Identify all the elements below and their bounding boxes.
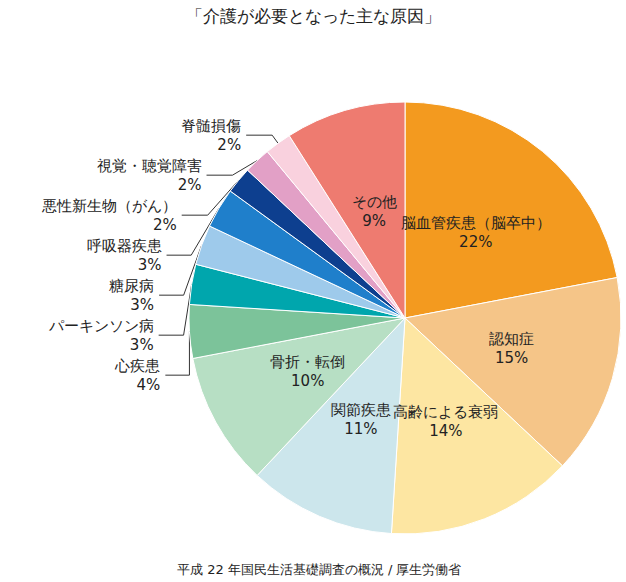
svg-text:3%: 3%	[130, 296, 154, 314]
svg-text:3%: 3%	[138, 256, 162, 274]
svg-text:高齢による衰弱: 高齢による衰弱	[393, 403, 498, 421]
svg-text:平成 22 年国民生活基礎調査の概況 / 厚生労働省: 平成 22 年国民生活基礎調査の概況 / 厚生労働省	[177, 562, 461, 577]
svg-text:10%: 10%	[291, 372, 324, 390]
svg-text:脳血管疾患（脳卒中）: 脳血管疾患（脳卒中）	[401, 214, 551, 232]
svg-text:「介護が必要となった主な原因」: 「介護が必要となった主な原因」	[186, 6, 441, 26]
svg-text:パーキンソン病: パーキンソン病	[48, 317, 154, 335]
svg-text:2%: 2%	[217, 136, 241, 154]
svg-text:11%: 11%	[344, 420, 377, 438]
svg-text:視覚・聴覚障害: 視覚・聴覚障害	[97, 157, 202, 175]
svg-text:骨折・転倒: 骨折・転倒	[270, 353, 345, 371]
svg-text:22%: 22%	[459, 233, 492, 251]
svg-text:2%: 2%	[153, 216, 177, 234]
svg-text:脊髄損傷: 脊髄損傷	[181, 117, 241, 135]
svg-text:9%: 9%	[362, 212, 386, 230]
svg-text:15%: 15%	[495, 349, 528, 367]
svg-text:4%: 4%	[137, 376, 161, 394]
svg-text:関節疾患: 関節疾患	[331, 401, 391, 419]
svg-text:3%: 3%	[130, 336, 154, 354]
svg-text:悪性新生物（がん）: 悪性新生物（がん）	[41, 197, 177, 215]
svg-text:糖尿病: 糖尿病	[109, 277, 154, 295]
svg-text:認知症: 認知症	[489, 330, 534, 348]
svg-text:14%: 14%	[429, 422, 462, 440]
svg-text:その他: その他	[352, 193, 397, 211]
svg-text:心疾患: 心疾患	[114, 357, 160, 375]
svg-text:呼吸器疾患: 呼吸器疾患	[87, 237, 162, 255]
svg-text:2%: 2%	[178, 176, 202, 194]
